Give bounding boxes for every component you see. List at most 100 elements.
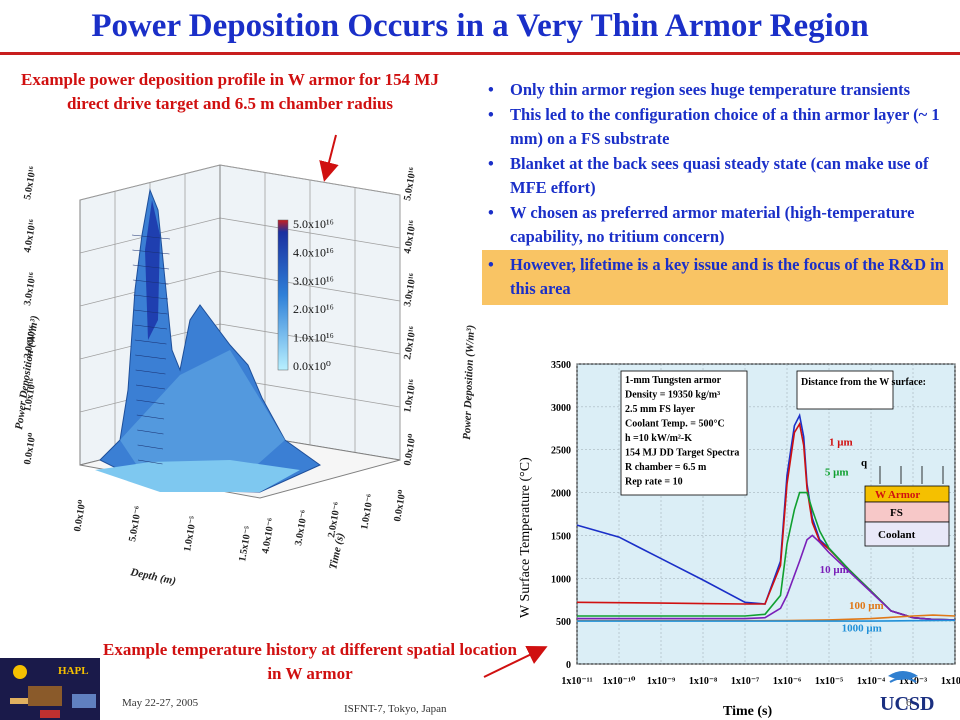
inset-param-line: Rep rate = 10 (625, 477, 683, 488)
footer-date: May 22-27, 2005 (122, 697, 199, 709)
x-tick-label: 1x10⁻¹¹ (561, 676, 592, 687)
y-tick-label: 3500 (551, 360, 571, 371)
bullet-dot: • (488, 153, 494, 173)
y-tick-label: 1000 (551, 574, 571, 585)
series-label: 1 μm (829, 436, 853, 448)
bullet-item: • Only thin armor region sees huge temper… (488, 78, 948, 103)
colorbar-tick-label: 0.0x10⁰ (293, 359, 331, 373)
z-tick-label-right: 3.0x10¹⁶ (402, 273, 419, 308)
layer-w-armor: W Armor (875, 489, 920, 501)
bullet-item: • This led to the configuration choice of… (488, 103, 948, 152)
title-rule (0, 52, 960, 55)
bullet-item: • Blanket at the back sees quasi steady s… (488, 152, 948, 201)
y-tick-label: 2500 (551, 446, 571, 457)
heat-flux-label: q (861, 457, 868, 469)
slide-title: Power Deposition Occurs in a Very Thin A… (91, 8, 869, 44)
bullet-text: However, lifetime is a key issue and is … (510, 254, 944, 299)
bullet-list: • Only thin armor region sees huge temper… (482, 78, 948, 305)
bullet-item: • However, lifetime is a key issue and is… (482, 249, 948, 305)
y-tick-label: 2000 (551, 489, 571, 500)
series-line (577, 534, 956, 621)
inset-param-line: 2.5 mm FS layer (625, 404, 696, 415)
y-axis-label: W Surface Temperature (°C) (518, 457, 533, 618)
svg-text:HAPL: HAPL (58, 665, 89, 677)
inset-param-line: 1-mm Tungsten armor (625, 375, 722, 386)
time-tick-label: 4.0x10⁻⁶ (260, 517, 277, 554)
arrow-to-temperature-chart (483, 645, 548, 678)
x-axis-label: Time (s) (723, 704, 772, 719)
bullet-text: This led to the configuration choice of … (510, 104, 940, 149)
depth-tick-label: 1.0x10⁻⁵ (182, 515, 199, 552)
depth-tick-label: 5.0x10⁻⁶ (127, 505, 144, 542)
z-axis-label-right: Power Deposition (W/m³) (461, 325, 477, 440)
y-tick-label: 1500 (551, 531, 571, 542)
bullet-dot: • (488, 104, 494, 124)
inset-param-line: Density = 19350 kg/m³ (625, 390, 720, 401)
z-tick-label-right: 4.0x10¹⁶ (402, 220, 419, 255)
bullet-dot: • (488, 254, 494, 274)
temperature-chart: 0 500 1000 1500 2000 2500 3000 3500 1x10⁻¹¹ 1x10… (518, 360, 960, 719)
time-tick-label: 3.0x10⁻⁶ (293, 509, 310, 546)
z-tick-label-left: 4.0x10¹⁶ (22, 219, 39, 254)
series-label: 10 μm (820, 564, 849, 576)
depth-tick-label: 1.5x10⁻⁵ (237, 525, 254, 562)
depth-axis-label: Depth (m) (128, 566, 177, 588)
x-tick-label: 1x10⁻² (941, 676, 960, 687)
caption-temperature-history: Example temperature history at different… (103, 640, 517, 683)
z-tick-label-left: 0.0x10⁰ (22, 432, 38, 466)
z-tick-label-left: 3.0x10¹⁶ (22, 272, 39, 307)
y-tick-label: 3000 (551, 403, 571, 414)
ucsd-logo: UCSD (880, 671, 934, 715)
z-tick-label-right: 2.0x10¹⁶ (402, 326, 419, 361)
time-tick-label: 0.0x10⁰ (392, 489, 408, 523)
x-tick-label: 1x10⁻⁴ (857, 676, 885, 687)
inset-param-line: R chamber = 6.5 m (625, 462, 707, 473)
bullet-dot: • (488, 202, 494, 222)
series-label: 1000 μm (842, 622, 882, 634)
footer-conference: ISFNT-7, Tokyo, Japan (344, 703, 447, 715)
z-tick-label-right: 1.0x10¹⁶ (402, 379, 419, 414)
colorbar-tick-label: 3.0x10¹⁶ (293, 274, 334, 288)
inset-param-line: 154 MJ DD Target Spectra (625, 448, 739, 459)
time-tick-label: 1.0x10⁻⁶ (359, 493, 376, 530)
distance-legend-box (796, 370, 894, 410)
x-tick-label: 1x10⁻³ (899, 676, 927, 687)
x-tick-label: 1x10⁻¹⁰ (603, 676, 636, 687)
z-tick-label-right: 0.0x10⁰ (402, 433, 418, 467)
y-tick-label: 0 (566, 660, 571, 671)
surface-plot: 5.0x10¹⁶ 4.0x10¹⁶ 3.0x10¹⁶ 2.0x10¹⁶ 1.0x10¹⁶… (13, 164, 477, 588)
distance-legend: Distance from the W surface: (801, 377, 926, 388)
bullet-text: W chosen as preferred armor material (hi… (510, 202, 915, 247)
series-label: 5 μm (825, 466, 849, 478)
page-number: 6 (906, 697, 912, 709)
svg-text:UCSD: UCSD (880, 693, 934, 715)
depth-tick-label: 0.0x10⁰ (72, 499, 88, 533)
inset-param-line: Coolant Temp. = 500°C (625, 419, 725, 430)
hapl-logo: HAPL (0, 658, 100, 720)
z-tick-label-left: 5.0x10¹⁶ (22, 166, 39, 201)
inset-params-box (620, 370, 748, 496)
layer-diagram: q W Armor FS Coolant (861, 457, 950, 547)
inset-param-line: h =10 kW/m²-K (625, 433, 692, 444)
x-tick-label: 1x10⁻⁶ (773, 676, 801, 687)
x-tick-label: 1x10⁻⁹ (647, 676, 675, 687)
x-tick-label: 1x10⁻⁸ (689, 676, 717, 687)
series-line (577, 619, 956, 622)
colorbar-tick-label: 2.0x10¹⁶ (293, 302, 334, 316)
arrow-to-surface-plot (319, 134, 339, 182)
x-tick-label: 1x10⁻⁵ (815, 676, 843, 687)
bullet-text: Only thin armor region sees huge tempera… (510, 80, 911, 99)
layer-coolant: Coolant (878, 529, 916, 541)
layer-fs: FS (890, 507, 903, 519)
z-axis-label-left: Power Deposition (W/m³) (13, 315, 41, 431)
caption-power-profile: Example power deposition profile in W ar… (21, 70, 439, 113)
bullet-item: • W chosen as preferred armor material (h… (488, 201, 948, 250)
colorbar-tick-label: 1.0x10¹⁶ (293, 331, 334, 345)
bullet-dot: • (488, 80, 494, 99)
series-label: 100 μm (849, 600, 884, 612)
bullet-text: Blanket at the back sees quasi steady st… (510, 153, 929, 198)
colorbar-tick-label: 5.0x10¹⁶ (293, 217, 334, 231)
z-tick-label-right: 5.0x10¹⁶ (402, 167, 419, 202)
x-tick-label: 1x10⁻⁷ (731, 676, 759, 687)
